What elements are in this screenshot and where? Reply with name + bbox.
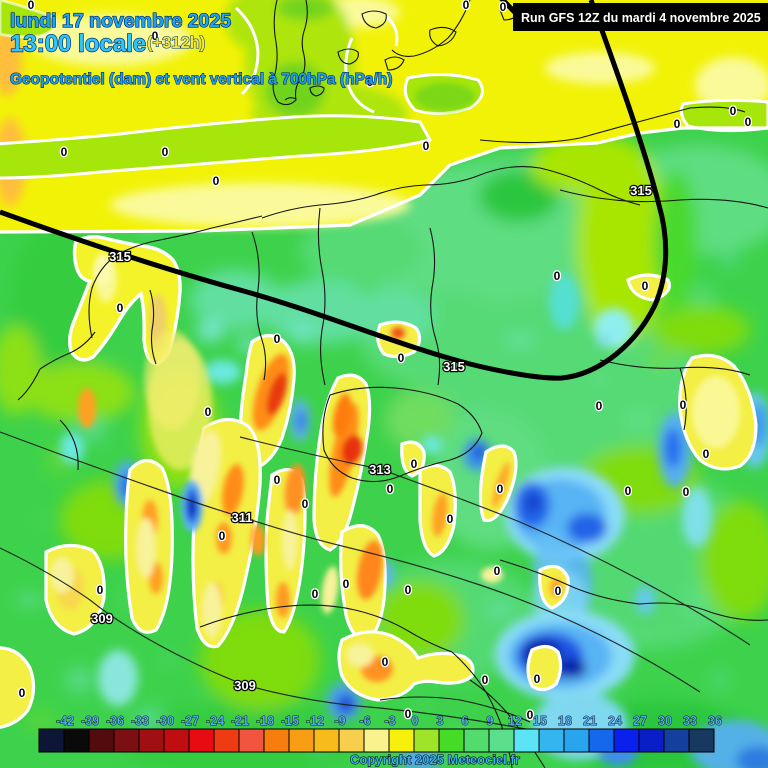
svg-text:0: 0 [497, 482, 504, 496]
svg-text:0: 0 [730, 104, 737, 118]
svg-text:-33: -33 [131, 714, 149, 728]
svg-text:(+312h): (+312h) [147, 34, 205, 52]
svg-text:30: 30 [658, 714, 672, 728]
svg-text:-3: -3 [384, 714, 395, 728]
svg-text:0: 0 [387, 482, 394, 496]
svg-text:-9: -9 [334, 714, 345, 728]
svg-text:33: 33 [683, 714, 697, 728]
svg-text:0: 0 [674, 117, 681, 131]
svg-text:0: 0 [500, 0, 507, 14]
svg-text:313: 313 [369, 462, 391, 477]
svg-text:0: 0 [555, 584, 562, 598]
svg-text:6: 6 [462, 714, 469, 728]
svg-text:0: 0 [382, 655, 389, 669]
svg-text:0: 0 [423, 139, 430, 153]
svg-text:311: 311 [232, 510, 253, 525]
svg-text:-24: -24 [206, 714, 224, 728]
svg-text:-27: -27 [181, 714, 199, 728]
svg-text:0: 0 [596, 399, 603, 413]
svg-text:309: 309 [234, 678, 256, 693]
svg-text:18: 18 [558, 714, 572, 728]
svg-text:0: 0 [117, 301, 124, 315]
svg-text:21: 21 [583, 714, 597, 728]
svg-text:0: 0 [219, 529, 226, 543]
svg-text:0: 0 [213, 174, 220, 188]
svg-text:-39: -39 [81, 714, 99, 728]
svg-text:0: 0 [534, 672, 541, 686]
svg-text:0: 0 [302, 497, 309, 511]
svg-text:0: 0 [642, 279, 649, 293]
svg-text:0: 0 [343, 577, 350, 591]
svg-text:27: 27 [633, 714, 647, 728]
svg-text:0: 0 [97, 583, 104, 597]
svg-text:0: 0 [463, 0, 470, 12]
svg-text:-18: -18 [256, 714, 274, 728]
svg-text:0: 0 [683, 485, 690, 499]
svg-text:0: 0 [19, 686, 26, 700]
svg-text:Copyright 2025 Meteociel.fr: Copyright 2025 Meteociel.fr [350, 752, 520, 767]
svg-text:0: 0 [527, 708, 534, 722]
svg-text:0: 0 [312, 587, 319, 601]
svg-text:-30: -30 [156, 714, 174, 728]
svg-text:36: 36 [708, 714, 722, 728]
svg-text:0: 0 [152, 29, 159, 43]
svg-text:24: 24 [608, 714, 622, 728]
svg-text:0: 0 [745, 115, 752, 129]
svg-text:0: 0 [274, 473, 281, 487]
svg-text:0: 0 [554, 269, 561, 283]
svg-text:lundi 17 novembre 2025: lundi 17 novembre 2025 [10, 10, 231, 32]
svg-text:0: 0 [28, 0, 35, 12]
svg-text:315: 315 [443, 359, 465, 374]
svg-text:0: 0 [398, 351, 405, 365]
svg-text:315: 315 [630, 183, 652, 198]
svg-text:0: 0 [680, 398, 687, 412]
svg-text:0: 0 [405, 583, 412, 597]
svg-text:0: 0 [61, 145, 68, 159]
svg-text:0: 0 [412, 714, 419, 728]
svg-text:0: 0 [494, 564, 501, 578]
svg-text:0: 0 [703, 447, 710, 461]
svg-text:0: 0 [162, 145, 169, 159]
svg-text:0: 0 [411, 457, 418, 471]
svg-text:0: 0 [482, 673, 489, 687]
svg-text:315: 315 [109, 249, 131, 264]
svg-text:0: 0 [447, 512, 454, 526]
svg-text:-36: -36 [106, 714, 124, 728]
svg-text:15: 15 [533, 714, 547, 728]
svg-text:-12: -12 [306, 714, 324, 728]
svg-text:-15: -15 [281, 714, 299, 728]
svg-text:3: 3 [437, 714, 444, 728]
svg-text:13:00 locale: 13:00 locale [10, 31, 146, 58]
svg-text:12: 12 [508, 714, 522, 728]
svg-text:0: 0 [367, 75, 374, 89]
svg-text:0: 0 [625, 484, 632, 498]
svg-text:-42: -42 [56, 714, 74, 728]
svg-text:0: 0 [274, 332, 281, 346]
svg-text:Run GFS 12Z du mardi 4 novembr: Run GFS 12Z du mardi 4 novembre 2025 [521, 11, 761, 25]
svg-text:-6: -6 [359, 714, 370, 728]
svg-text:309: 309 [91, 611, 113, 626]
svg-text:-21: -21 [231, 714, 249, 728]
svg-text:0: 0 [405, 707, 412, 721]
svg-text:9: 9 [487, 714, 494, 728]
svg-text:Geopotentiel (dam) et vent ver: Geopotentiel (dam) et vent vertical à 70… [10, 71, 392, 88]
svg-text:0: 0 [205, 405, 212, 419]
